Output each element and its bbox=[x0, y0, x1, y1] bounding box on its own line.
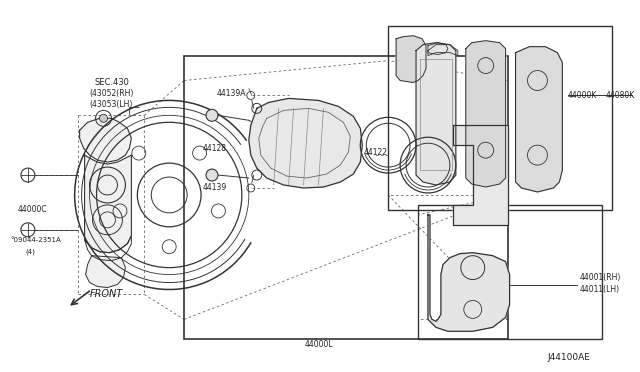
Polygon shape bbox=[79, 118, 131, 162]
Text: J44100AE: J44100AE bbox=[547, 353, 590, 362]
Polygon shape bbox=[249, 99, 362, 188]
Text: 44001(RH): 44001(RH) bbox=[579, 273, 621, 282]
Text: 44139: 44139 bbox=[203, 183, 227, 192]
Text: (4): (4) bbox=[25, 248, 35, 255]
Text: (43052(RH): (43052(RH) bbox=[90, 89, 134, 98]
Polygon shape bbox=[428, 43, 448, 55]
Circle shape bbox=[100, 114, 108, 122]
Text: 44000L: 44000L bbox=[304, 340, 333, 349]
Text: FRONT: FRONT bbox=[90, 289, 123, 299]
Polygon shape bbox=[516, 46, 563, 192]
Text: 44000C: 44000C bbox=[18, 205, 47, 214]
Text: 44139A: 44139A bbox=[217, 89, 246, 98]
Text: 44080K: 44080K bbox=[605, 91, 634, 100]
Text: SEC.430: SEC.430 bbox=[95, 78, 129, 87]
Bar bbox=[388, 26, 612, 210]
Polygon shape bbox=[428, 215, 509, 331]
Bar bbox=[418, 205, 602, 339]
Circle shape bbox=[206, 169, 218, 181]
Text: 44128: 44128 bbox=[203, 144, 227, 153]
Polygon shape bbox=[86, 256, 125, 288]
Polygon shape bbox=[466, 41, 506, 187]
Bar bbox=[184, 56, 508, 339]
Text: (43053(LH): (43053(LH) bbox=[90, 100, 133, 109]
Polygon shape bbox=[84, 155, 131, 253]
Polygon shape bbox=[453, 125, 508, 225]
Text: °09044-2351A: °09044-2351A bbox=[10, 237, 61, 243]
Text: 44000K: 44000K bbox=[567, 91, 596, 100]
Polygon shape bbox=[416, 43, 456, 185]
Polygon shape bbox=[396, 36, 426, 83]
Text: 44122: 44122 bbox=[364, 148, 387, 157]
Circle shape bbox=[206, 109, 218, 121]
Text: 44011(LH): 44011(LH) bbox=[579, 285, 620, 294]
